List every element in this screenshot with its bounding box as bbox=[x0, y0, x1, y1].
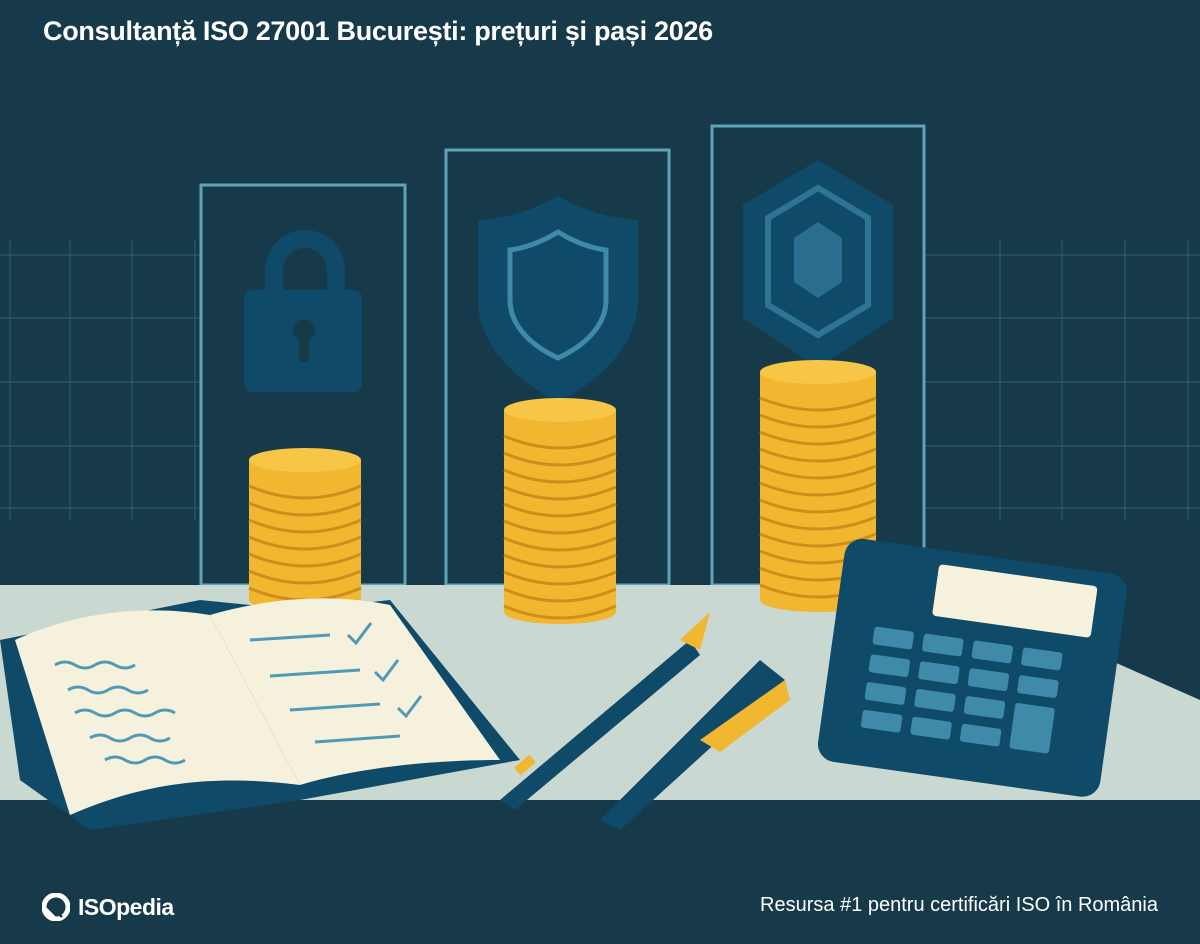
hexagon-badge-icon bbox=[743, 160, 893, 368]
coin-stack-icon bbox=[248, 448, 362, 612]
page-title: Consultanță ISO 27001 București: prețuri… bbox=[43, 16, 713, 46]
fountain-pen-icon bbox=[500, 612, 710, 810]
brand-logo[interactable]: ISOpedia bbox=[42, 893, 174, 921]
isopedia-logo-icon bbox=[42, 893, 70, 921]
coin-stack-icon bbox=[759, 360, 877, 612]
footer-tagline: Resursa #1 pentru certificări ISO în Rom… bbox=[760, 894, 1158, 916]
padlock-icon bbox=[244, 230, 362, 392]
grid-left bbox=[0, 240, 200, 520]
calculator-icon bbox=[817, 538, 1127, 797]
notebook-icon bbox=[0, 598, 520, 830]
grid-right bbox=[925, 240, 1200, 520]
brand-name: ISOpedia bbox=[78, 893, 174, 920]
shield-icon bbox=[478, 196, 638, 402]
pen-icon bbox=[600, 660, 790, 830]
coin-stack-icon bbox=[503, 398, 617, 624]
coin-stacks bbox=[248, 360, 877, 624]
